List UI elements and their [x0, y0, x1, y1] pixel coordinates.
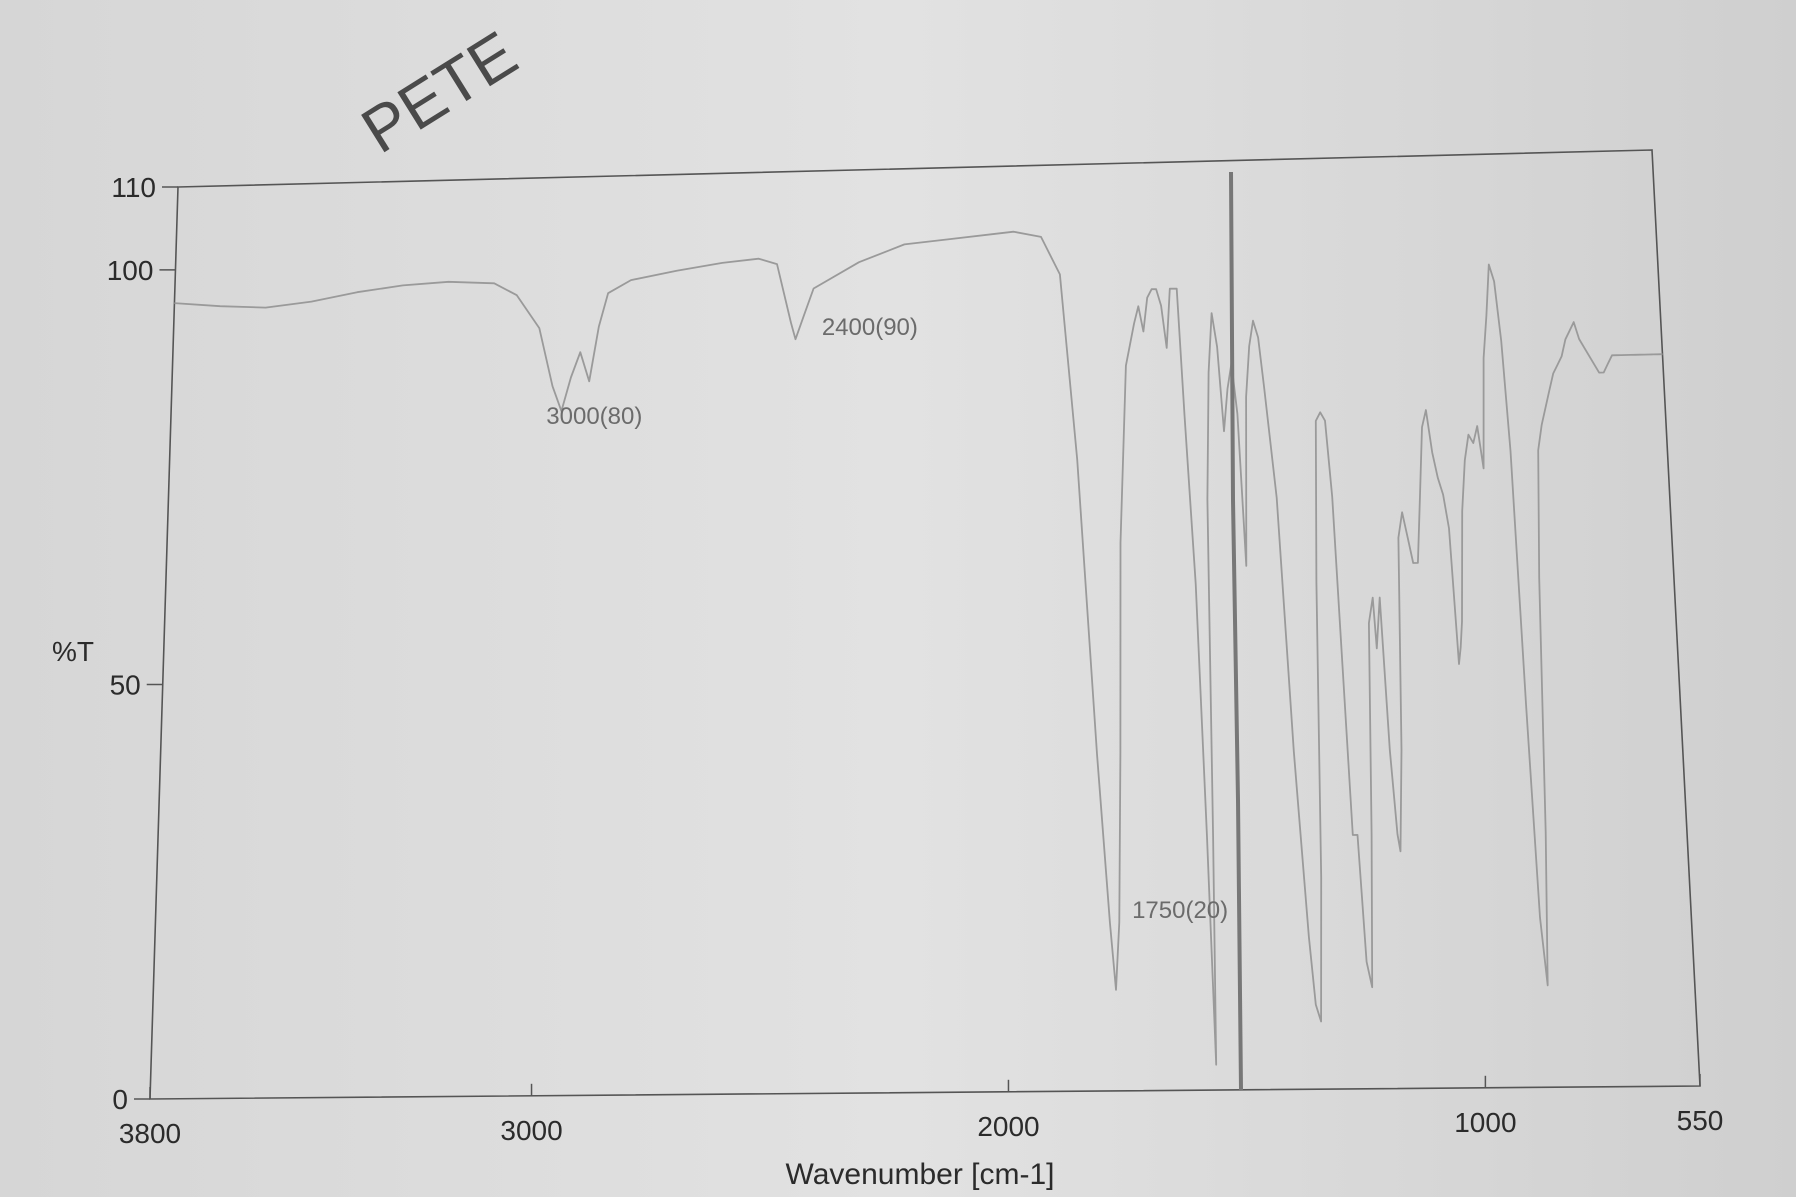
plot-area: 3800 3000 2000 1000 550 0 50 100 110 %T Wavenumb… [52, 149, 1724, 1191]
series-line [174, 230, 1663, 1066]
y-tick-label: 100 [107, 255, 154, 286]
annotations: 3000(80) 2400(90) 1750(20) [546, 314, 1228, 924]
x-tick-label: 1000 [1454, 1107, 1516, 1138]
axis-ticks [134, 186, 1701, 1100]
y-axis-label: %T [52, 636, 94, 667]
y-tick-label: 110 [111, 172, 156, 203]
x-tick-label: 2000 [977, 1111, 1039, 1142]
peak-annotation: 2400(90) [822, 314, 918, 341]
peak-annotation: 1750(20) [1132, 897, 1228, 924]
spectrum-trace [174, 230, 1663, 1066]
x-tick-label: 550 [1677, 1105, 1724, 1136]
x-tick-label: 3000 [500, 1115, 562, 1146]
peak-annotation: 3000(80) [546, 403, 642, 430]
pencil-mark-line [1229, 171, 1243, 1091]
y-tick-label: 0 [112, 1084, 128, 1115]
x-tick-label: 3800 [119, 1118, 181, 1149]
tick-labels: 3800 3000 2000 1000 550 0 50 100 110 [107, 172, 1724, 1149]
x-axis-label: Wavenumber [cm-1] [786, 1158, 1055, 1191]
y-tick-label: 50 [110, 669, 141, 700]
